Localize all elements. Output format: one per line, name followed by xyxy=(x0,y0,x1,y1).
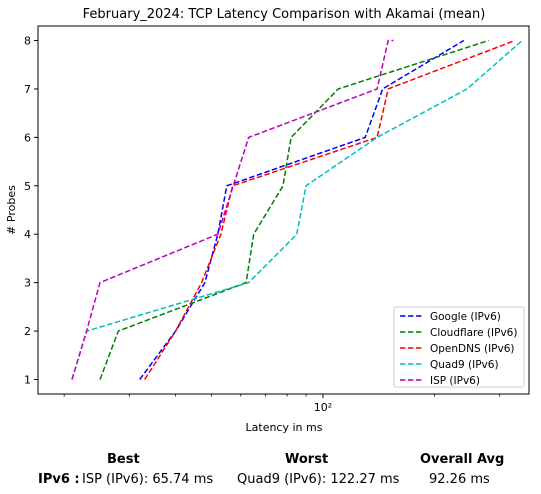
chart-title: February_2024: TCP Latency Comparison wi… xyxy=(83,7,486,22)
y-tick-label: 2 xyxy=(24,325,31,338)
legend-box xyxy=(393,306,525,388)
summary-table: Best Worst Overall Avg IPv6 : ISP (IPv6)… xyxy=(0,450,541,494)
x-axis-label: Latency in ms xyxy=(246,421,323,434)
series-line-1 xyxy=(99,39,489,380)
worst-header: Worst xyxy=(285,452,329,467)
y-tick-label: 4 xyxy=(24,228,31,241)
y-axis-label: # Probes xyxy=(5,185,18,235)
legend-label-2: OpenDNS (IPv6) xyxy=(430,343,515,355)
legend: Google (IPv6) Cloudflare (IPv6) OpenDNS (I… xyxy=(393,306,525,388)
worst-value: Quad9 (IPv6): 122.27 ms xyxy=(237,472,400,487)
plot-frame xyxy=(37,25,530,395)
series-line-3 xyxy=(71,39,523,380)
latency-chart: February_2024: TCP Latency Comparison wi… xyxy=(5,7,530,434)
legend-label-3: Quad9 (IPv6) xyxy=(430,359,499,371)
overall-header: Overall Avg xyxy=(420,452,505,467)
y-tick-label: 7 xyxy=(24,83,31,96)
x-tick-label: 10² xyxy=(314,401,332,414)
y-tick-label: 8 xyxy=(24,35,31,48)
overall-value: 92.26 ms xyxy=(429,472,490,487)
series-line-4 xyxy=(71,39,394,380)
series-line-2 xyxy=(144,39,516,380)
y-tick-label: 1 xyxy=(24,373,31,386)
best-value: ISP (IPv6): 65.74 ms xyxy=(82,472,214,487)
best-header: Best xyxy=(107,452,140,467)
legend-label-0: Google (IPv6) xyxy=(430,311,501,323)
y-tick-label: 6 xyxy=(24,131,31,144)
legend-label-4: ISP (IPv6) xyxy=(430,375,480,387)
ipv6-row-label: IPv6 : xyxy=(38,472,80,487)
y-tick-label: 5 xyxy=(24,180,31,193)
legend-label-1: Cloudflare (IPv6) xyxy=(430,327,517,339)
y-tick-label: 3 xyxy=(24,277,31,290)
